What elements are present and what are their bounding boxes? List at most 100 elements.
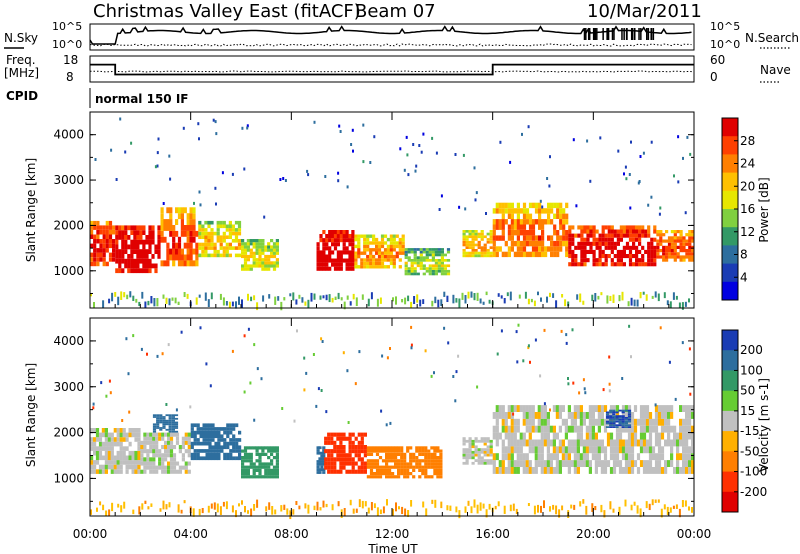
echo-cell <box>345 230 349 235</box>
echo-cell <box>184 461 188 466</box>
echo-cell <box>635 258 639 263</box>
echo-cell <box>136 268 140 274</box>
echo-cell <box>148 268 152 274</box>
echo-cell <box>264 261 268 265</box>
echo-cell <box>229 427 233 431</box>
echo-cell <box>565 219 569 225</box>
echo-cell <box>504 219 508 225</box>
echo-cell <box>154 268 158 274</box>
ground-scatter-cell <box>177 504 180 513</box>
scatter-cell <box>560 329 563 333</box>
echo-cell <box>186 230 190 237</box>
echo-cell <box>375 468 380 472</box>
echo-cell <box>208 427 212 431</box>
echo-cell <box>223 441 227 446</box>
ground-scatter-cell <box>241 299 243 309</box>
echo-cell <box>104 428 108 433</box>
echo-cell <box>492 412 496 419</box>
echo-cell <box>480 437 484 440</box>
echo-cell <box>157 239 161 245</box>
echo-cell <box>436 446 440 450</box>
scatter-cell <box>385 423 388 427</box>
echo-cell <box>630 418 635 426</box>
echo-cell <box>348 469 352 474</box>
scatter-cell <box>473 166 476 170</box>
echo-cell <box>193 456 197 461</box>
echo-cell <box>688 239 692 243</box>
echo-cell <box>345 457 349 462</box>
echo-cell <box>333 234 338 239</box>
echo-cell <box>404 267 408 270</box>
echo-cell <box>582 412 586 419</box>
echo-cell <box>324 461 328 466</box>
echo-cell <box>391 472 395 476</box>
echo-cell <box>480 450 484 454</box>
echo-cell <box>331 258 335 263</box>
echo-cell <box>465 246 469 249</box>
echo-cell <box>546 467 550 474</box>
echo-cell <box>462 243 466 247</box>
echo-cell <box>267 475 271 479</box>
y-tick-label: 2000 <box>53 426 84 440</box>
echo-cell <box>504 418 508 426</box>
echo-cell <box>243 264 248 268</box>
echo-cell <box>583 241 587 246</box>
colorbar-swatch <box>722 390 738 412</box>
echo-cell <box>627 460 632 467</box>
echo-cell <box>404 272 408 276</box>
echo-cell <box>246 258 250 262</box>
echo-cell <box>199 427 203 431</box>
echo-cell <box>654 467 659 474</box>
echo-cell <box>249 452 253 456</box>
ground-scatter-cell <box>597 295 600 300</box>
echo-cell <box>409 459 413 463</box>
echo-cell <box>398 258 402 262</box>
echo-cell <box>372 449 377 453</box>
echo-cell <box>471 249 475 252</box>
x-tick-label: 20:00 <box>576 527 611 541</box>
power-heatmap-cells <box>90 117 695 311</box>
echo-cell <box>538 219 542 225</box>
echo-cell <box>192 230 196 237</box>
echo-cell <box>607 229 611 234</box>
echo-cell <box>540 418 544 426</box>
echo-cell <box>486 439 490 443</box>
echo-cell <box>225 228 229 232</box>
echo-cell <box>95 428 100 433</box>
echo-cell <box>528 213 533 219</box>
echo-cell <box>264 468 268 472</box>
echo-cell <box>673 432 677 440</box>
echo-cell <box>324 436 328 441</box>
scatter-cell <box>246 126 249 130</box>
echo-cell <box>439 452 443 456</box>
echo-cell <box>190 441 194 446</box>
echo-cell <box>336 238 340 243</box>
echo-cell <box>134 455 138 461</box>
echo-cell <box>342 234 346 239</box>
echo-cell <box>594 467 598 474</box>
ground-scatter-cell <box>192 508 195 517</box>
echo-cell <box>583 237 587 242</box>
echo-cell <box>621 418 625 421</box>
ground-scatter-cell <box>183 292 186 298</box>
echo-cell <box>561 418 565 426</box>
echo-cell <box>412 452 416 456</box>
echo-cell <box>348 242 352 247</box>
echo-cell <box>553 251 557 258</box>
echo-cell <box>604 254 608 259</box>
echo-cell <box>93 469 97 474</box>
echo-cell <box>589 225 593 230</box>
echo-cell <box>495 251 499 258</box>
echo-cell <box>605 420 610 423</box>
echo-cell <box>555 405 559 412</box>
echo-cell <box>190 427 194 431</box>
echo-cell <box>607 254 611 259</box>
ground-scatter-cell <box>678 302 681 309</box>
ground-scatter-cell <box>573 504 576 510</box>
echo-cell <box>101 428 105 433</box>
echo-cell <box>471 238 475 241</box>
echo-cell <box>507 467 511 474</box>
echo-cell <box>549 453 553 461</box>
echo-cell <box>410 272 414 276</box>
echo-cell <box>246 245 250 249</box>
